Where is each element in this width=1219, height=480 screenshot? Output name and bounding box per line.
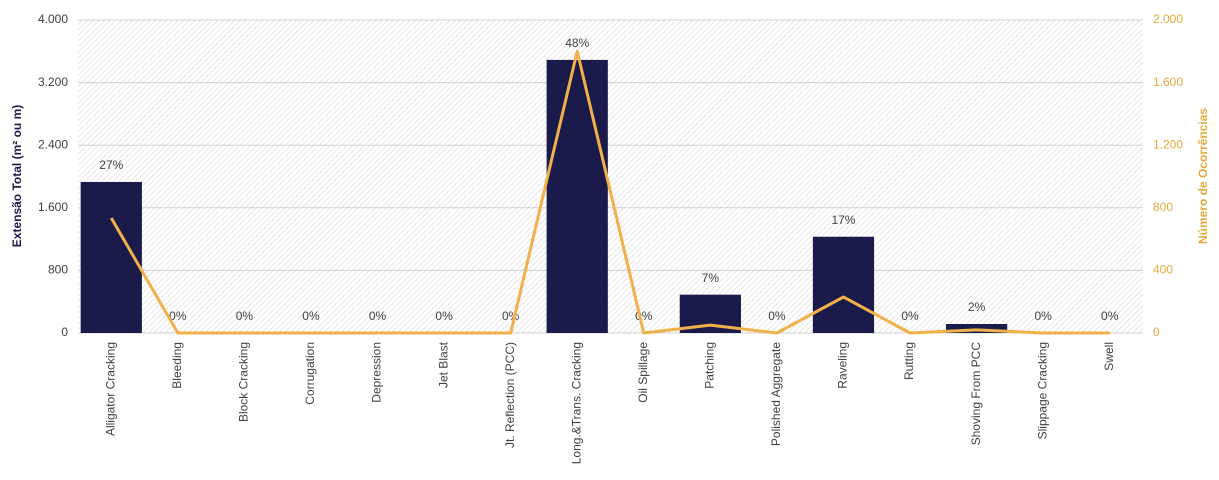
data-label: 0% <box>169 309 187 323</box>
x-tick-label: Slippage Cracking <box>1035 342 1049 439</box>
data-label: 48% <box>565 36 589 50</box>
data-label: 0% <box>236 309 254 323</box>
data-label: 0% <box>1034 309 1052 323</box>
y2-tick-label: 400 <box>1153 263 1173 277</box>
x-tick-label: Polished Aggregate <box>769 342 783 446</box>
x-tick-label: Jet Blast <box>436 341 450 388</box>
bar <box>80 181 142 333</box>
x-tick-label: Block Cracking <box>237 342 251 422</box>
x-tick-label: Patching <box>703 342 717 389</box>
plot-area <box>78 20 1143 333</box>
x-tick-label: Bleeding <box>170 342 184 389</box>
x-tick-label: Depression <box>370 342 384 403</box>
x-tick-label: Raveling <box>836 342 850 389</box>
y2-tick-label: 0 <box>1153 325 1160 339</box>
y2-tick-label: 2.000 <box>1153 12 1183 26</box>
y2-tick-label: 800 <box>1153 200 1173 214</box>
x-tick-label: Swell <box>1102 342 1116 371</box>
x-tick-label: Rutting <box>902 342 916 380</box>
y-axis-title: Extensão Total (m² ou m) <box>10 105 24 247</box>
x-tick-label: Oil Spillage <box>636 342 650 403</box>
y2-tick-label: 1.600 <box>1153 75 1183 89</box>
y2-tick-label: 1.200 <box>1153 137 1183 151</box>
y-tick-label: 2.400 <box>38 137 68 151</box>
bar <box>812 236 875 333</box>
data-label: 27% <box>99 158 123 172</box>
x-tick-label: Jt. Reflection (PCC) <box>503 342 517 448</box>
data-label: 0% <box>901 309 919 323</box>
y-tick-label: 0 <box>61 325 68 339</box>
y-tick-label: 800 <box>48 263 68 277</box>
bar <box>546 59 608 333</box>
data-label: 0% <box>1101 309 1119 323</box>
y-tick-label: 1.600 <box>38 200 68 214</box>
data-label: 0% <box>302 309 320 323</box>
data-label: 7% <box>702 271 720 285</box>
y-tick-label: 3.200 <box>38 75 68 89</box>
line <box>109 49 1110 335</box>
data-label: 0% <box>435 309 453 323</box>
x-tick-label: Alligator Cracking <box>103 342 117 436</box>
data-label: 0% <box>369 309 387 323</box>
y-tick-label: 4.000 <box>38 12 68 26</box>
data-label: 0% <box>768 309 786 323</box>
x-tick-label: Shoving From PCC <box>969 342 983 446</box>
data-label: 17% <box>831 213 855 227</box>
x-tick-label: Long.&Trans. Cracking <box>569 342 583 464</box>
x-tick-label: Corrugation <box>303 342 317 405</box>
data-label: 2% <box>968 300 986 314</box>
y2-axis-title: Número de Ocorrências <box>1196 108 1210 244</box>
